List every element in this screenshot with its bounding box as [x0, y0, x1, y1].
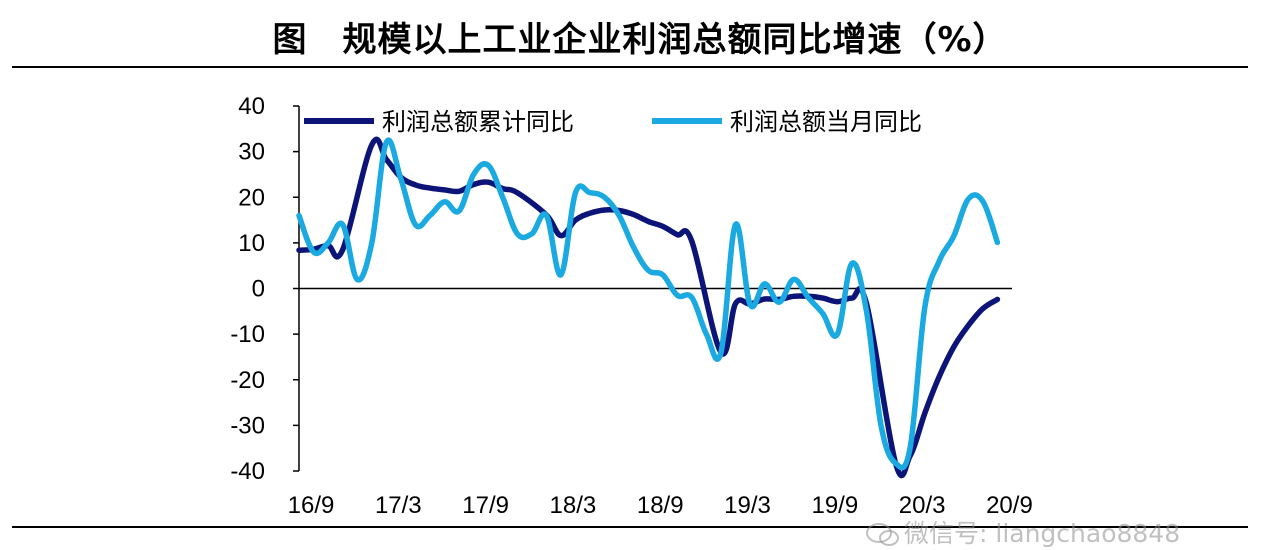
top-rule [12, 66, 1248, 68]
y-tick-label: -30 [230, 412, 265, 439]
x-tick-label: 17/9 [462, 492, 509, 519]
y-tick-label: -10 [230, 321, 265, 348]
y-tick-label: 20 [238, 184, 265, 211]
x-tick-label: 16/9 [288, 492, 335, 519]
y-tick-label: 10 [238, 230, 265, 257]
x-tick-label: 20/9 [986, 492, 1033, 519]
legend-label: 利润总额累计同比 [382, 108, 574, 136]
x-tick-label: 20/3 [899, 492, 946, 519]
chart-axes [293, 105, 1012, 472]
y-tick-label: 0 [252, 276, 265, 303]
series-line-cumulative [296, 136, 1001, 479]
x-tick-label: 17/3 [375, 492, 422, 519]
series-line-monthly [296, 137, 1001, 471]
x-tick-labels: 16/9 17/3 17/9 18/3 18/9 19/3 19/9 20/3 20/9 [288, 492, 1033, 519]
x-tick-label: 19/9 [811, 492, 858, 519]
y-tick-label: 40 [238, 93, 265, 120]
x-tick-label: 18/3 [550, 492, 597, 519]
watermark-text: 微信号: liangchao8848 [904, 519, 1181, 548]
x-tick-label: 19/3 [724, 492, 771, 519]
legend: 利润总额累计同比 利润总额当月同比 [304, 108, 922, 136]
bottom-rule [12, 526, 1248, 528]
watermark: 微信号: liangchao8848 [866, 514, 1180, 550]
x-tick-label: 18/9 [637, 492, 684, 519]
legend-label: 利润总额当月同比 [730, 108, 922, 136]
y-tick-label: 30 [238, 139, 265, 166]
chart-title: 图 规模以上工业企业利润总额同比增速（%） [272, 20, 1008, 60]
series-lines [296, 136, 1001, 479]
wechat-icon [866, 523, 899, 546]
y-tick-labels: 40 30 20 10 0 -10 -20 -30 -40 [230, 93, 265, 485]
y-tick-label: -40 [230, 458, 265, 485]
y-tick-label: -20 [230, 367, 265, 394]
